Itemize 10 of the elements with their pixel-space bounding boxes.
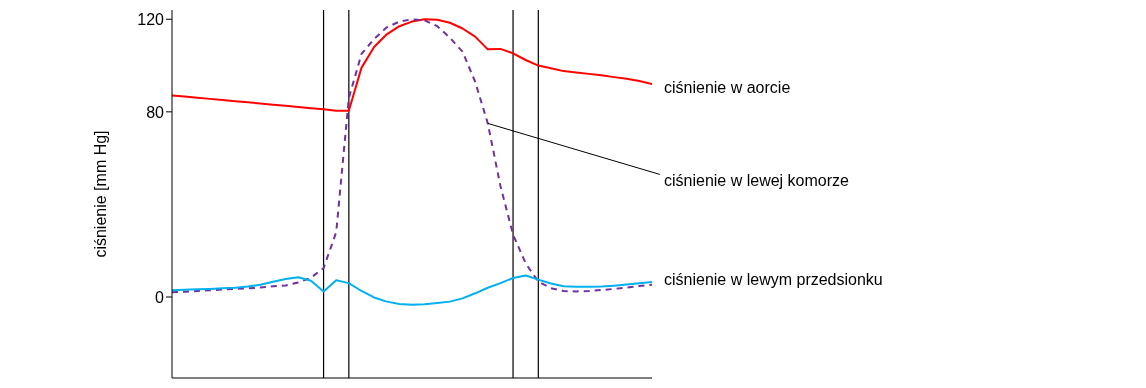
series-label: ciśnienie w aorcie — [664, 78, 791, 96]
line-series — [172, 274, 652, 306]
y-axis-title: ciśnienie [mm Hg] — [91, 130, 109, 258]
line-series — [172, 18, 652, 112]
line-series — [172, 18, 652, 294]
text: ciśnienie w lewej komorze — [664, 172, 850, 190]
y-tick-label: 80 — [146, 103, 165, 121]
series-label: ciśnienie w lewym przedsionku — [664, 270, 883, 288]
y-tick-label: 120 — [137, 10, 165, 28]
y-tick-label: 0 — [155, 288, 165, 306]
